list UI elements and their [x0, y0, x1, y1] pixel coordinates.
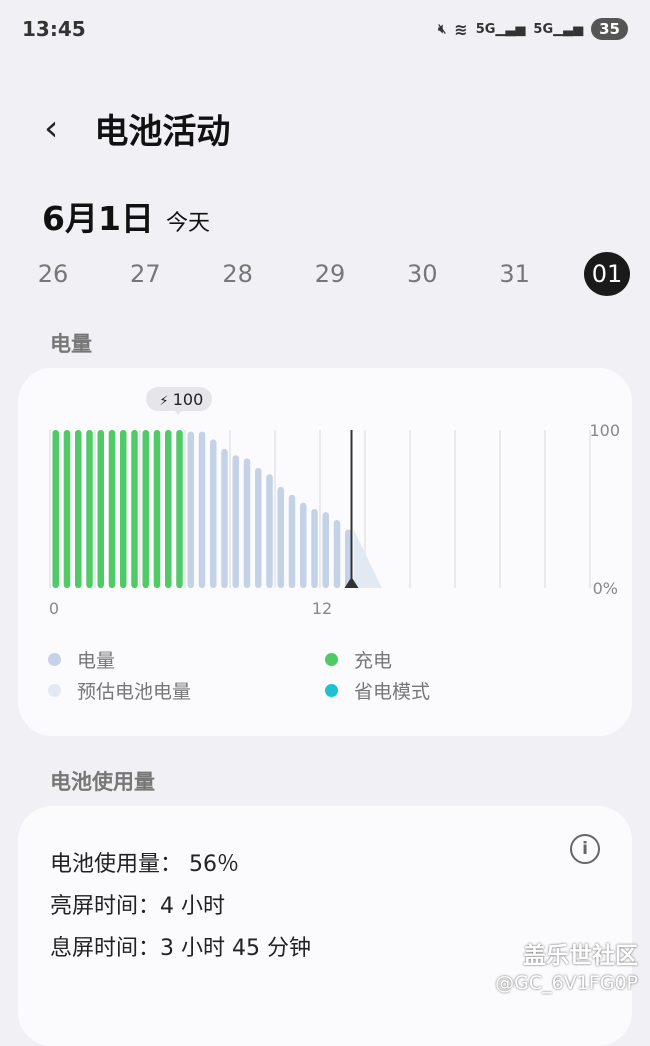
level-bar [345, 529, 352, 588]
battery-indicator: 35 [591, 18, 628, 40]
x-tick-label: 0 [49, 599, 59, 618]
date-heading: 6月1日 今天 [42, 192, 210, 240]
screen-on-time: 亮屏时间：4 小时 [50, 894, 225, 919]
legend-dot [48, 653, 61, 666]
legend-label: 充电 [354, 650, 393, 672]
day-31[interactable]: 31 [499, 260, 530, 288]
level-bar [300, 502, 307, 588]
5g-signal-icon: 5G▁▃▅ [475, 21, 526, 37]
charge-badge [146, 387, 212, 411]
charging-bar [52, 430, 59, 588]
legend-label: 预估电池电量 [77, 681, 192, 703]
level-bar [288, 494, 296, 588]
legend-dot [48, 684, 61, 697]
day-27[interactable]: 27 [130, 260, 161, 288]
day-28[interactable]: 28 [222, 260, 253, 288]
info-icon[interactable]: i [570, 834, 600, 864]
day-01[interactable]: 01 [583, 252, 630, 296]
usage-total: 电池使用量： 56％ [50, 852, 239, 877]
legend-dot [325, 684, 338, 697]
level-bar [243, 458, 251, 588]
charging-bar [176, 430, 183, 588]
charge-badge-pointer [175, 411, 181, 415]
charging-bar [63, 430, 71, 588]
legend-estimated: 预估电池电量 [48, 677, 191, 704]
level-bar [210, 439, 217, 588]
charging-bar [75, 430, 82, 588]
charging-bar [153, 430, 161, 588]
y-tick-label: 100 [589, 421, 620, 440]
level-bar [311, 509, 318, 588]
legend-charging: 充电 [325, 646, 392, 673]
day-26[interactable]: 26 [37, 260, 69, 288]
charging-bar [86, 430, 93, 588]
charging-bar [142, 430, 149, 588]
charging-bar [108, 430, 116, 588]
page-title: 电池活动 [94, 112, 231, 152]
level-bar [221, 448, 228, 588]
lightning-icon: ⚡ [159, 394, 168, 409]
usage-card: 电池使用量： 56％ 亮屏时间：4 小时 息屏时间：3 小时 45 分钟 i [18, 806, 632, 1046]
charging-bar [120, 430, 127, 588]
charge-badge-label: 100 [173, 390, 204, 409]
charging-bar [165, 430, 172, 588]
estimated-area [353, 529, 382, 588]
section-title-battery: 电量 [50, 332, 92, 356]
charging-bar [97, 430, 104, 588]
charging-bar [131, 430, 138, 588]
level-bar [187, 431, 194, 588]
day-selector: 26 27 28 29 30 31 01 [30, 252, 630, 296]
battery-chart[interactable]: 0 12 100 0% ⚡ 100 [18, 368, 632, 628]
legend-label: 省电模式 [354, 681, 431, 703]
level-bar [198, 431, 206, 588]
level-bar [277, 486, 284, 588]
legend-dot [325, 653, 338, 666]
day-29[interactable]: 29 [314, 260, 346, 288]
battery-chart-card: 0 12 100 0% ⚡ 100 电量 充电 预估电池电量 省电模式 [18, 368, 632, 736]
level-bar [333, 520, 341, 588]
mute-icon: 🔇︎ [438, 21, 447, 37]
clock: 13:45 [22, 17, 86, 41]
wifi-icon: ≋ [454, 19, 468, 39]
section-title-usage: 电池使用量 [50, 770, 155, 794]
watermark-user: @GC_6V1FG0P [495, 972, 638, 994]
date-sub: 今天 [165, 211, 210, 236]
screen-off-time: 息屏时间：3 小时 45 分钟 [50, 936, 311, 961]
current-time-marker [344, 577, 359, 588]
legend-label: 电量 [77, 650, 116, 672]
back-button[interactable]: ‹ [44, 108, 59, 149]
5g-signal-icon: 5G▁▃▅ [533, 21, 584, 37]
status-bar: 13:45 🔇︎ ≋ 5G▁▃▅ 5G▁▃▅ 35 [22, 16, 628, 42]
level-bar [322, 512, 329, 588]
level-bar [232, 455, 239, 588]
y-tick-label: 0% [593, 579, 618, 598]
legend-level: 电量 [48, 646, 115, 673]
level-bar [266, 474, 273, 588]
date-label: 6月1日 [42, 199, 154, 238]
legend-power-saving: 省电模式 [325, 677, 430, 704]
x-tick-label: 12 [312, 599, 332, 618]
level-bar [255, 467, 262, 588]
watermark-logo: 盖乐世社区 [523, 943, 638, 969]
day-30[interactable]: 30 [407, 260, 438, 288]
